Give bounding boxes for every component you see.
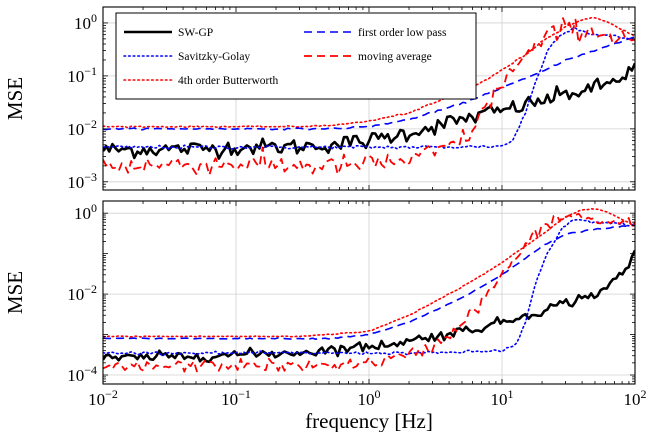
x-tick-label: 101 [491, 387, 514, 409]
y-axis-label: MSE [3, 271, 27, 314]
series-group [103, 16, 635, 176]
y-tick-label: 10−1 [67, 64, 97, 86]
legend-label: Savitzky-Golay [178, 51, 250, 63]
y-tick-label: 100 [74, 11, 97, 33]
series-first-order-low-pass [103, 224, 635, 341]
legend-label: 4th order Butterworth [178, 75, 279, 87]
legend: SW-GP Savitzky-Golay 4th order Butterworth… [115, 12, 477, 100]
x-axis-label: frequency [Hz] [305, 409, 433, 432]
legend-box [115, 12, 477, 100]
y-tick-label: 10−4 [67, 363, 97, 385]
y-tick-label: 100 [74, 201, 97, 223]
series-sw-gp [103, 62, 635, 160]
legend-label: SW-GP [178, 27, 213, 39]
series-moving-average [103, 212, 635, 373]
y-tick-label: 10−3 [67, 170, 97, 192]
series-group [103, 207, 635, 373]
top-panel: 10−3 10−2 10−1 100 MSE SW-GP Savitzky-Golay 4th… [3, 6, 636, 192]
x-tick-label: 10−1 [221, 387, 251, 409]
series-sw-gp [103, 249, 635, 364]
x-tick-label: 102 [624, 387, 647, 409]
series-4th-order-butterworth [103, 16, 635, 129]
legend-label: first order low pass [358, 27, 447, 39]
y-axis-label: MSE [3, 77, 27, 120]
y-tick-label: 10−2 [67, 117, 97, 139]
series-4th-order-butterworth [103, 207, 635, 338]
series-savitzky-golay [103, 27, 635, 151]
legend-label: moving average [358, 51, 432, 63]
y-tick-label: 10−2 [67, 282, 97, 304]
series-first-order-low-pass [103, 36, 635, 131]
series-moving-average [103, 17, 635, 176]
x-tick-label: 10−2 [88, 387, 118, 409]
x-tick-label: 100 [358, 387, 381, 409]
